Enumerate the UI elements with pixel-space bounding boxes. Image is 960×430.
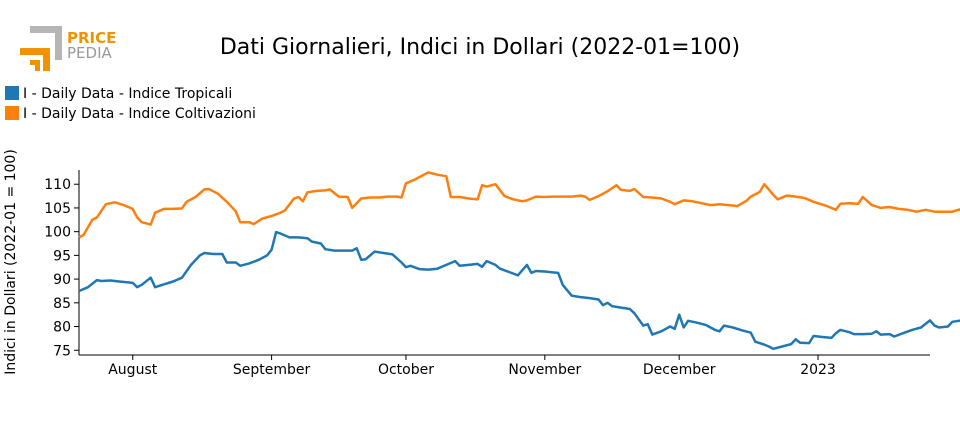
legend-label-coltivazioni: I - Daily Data - Indice Coltivazioni [23, 106, 256, 122]
legend-item-tropicali[interactable]: I - Daily Data - Indice Tropicali [5, 86, 232, 102]
y-tick-label: 75 [53, 343, 71, 359]
logo-mark-orange-inner [30, 60, 40, 71]
logo-text-pedia: PEDIA [67, 44, 112, 62]
pricepedia-logo: PRICE PEDIA [20, 26, 116, 71]
y-axis-label: Indici in Dollari (2022-01 = 100) [3, 149, 19, 375]
y-tick-label: 100 [44, 225, 71, 241]
y-tick-label: 90 [53, 272, 71, 288]
x-tick-label: August [108, 362, 158, 378]
legend-item-coltivazioni[interactable]: I - Daily Data - Indice Coltivazioni [5, 106, 256, 122]
logo-mark-orange-outer [20, 48, 50, 71]
y-ticks: 75 80 85 90 95 100 105 110 [44, 177, 79, 359]
chart-title: Dati Giornalieri, Indici in Dollari (202… [220, 35, 740, 60]
logo-mark-gray [30, 26, 62, 60]
series-line-tropicali [78, 230, 960, 351]
legend-swatch-tropicali [5, 86, 19, 100]
y-tick-label: 110 [44, 177, 71, 193]
series-line-coltivazioni [78, 171, 960, 239]
series-lines [78, 171, 960, 351]
legend: I - Daily Data - Indice Tropicali I - Da… [5, 86, 256, 122]
y-tick-label: 105 [44, 201, 71, 217]
x-tick-label: October [378, 362, 434, 378]
y-tick-label: 80 [53, 320, 71, 336]
legend-label-tropicali: I - Daily Data - Indice Tropicali [23, 86, 232, 102]
x-tick-label: November [508, 362, 581, 378]
y-tick-label: 95 [53, 248, 71, 264]
x-tick-label: 2023 [800, 362, 836, 378]
y-tick-label: 85 [53, 296, 71, 312]
x-tick-label: December [643, 362, 716, 378]
logo-text-price: PRICE [67, 29, 116, 47]
x-ticks: August September October November December 20… [108, 355, 836, 378]
x-tick-label: September [233, 362, 311, 378]
legend-swatch-coltivazioni [5, 106, 19, 120]
